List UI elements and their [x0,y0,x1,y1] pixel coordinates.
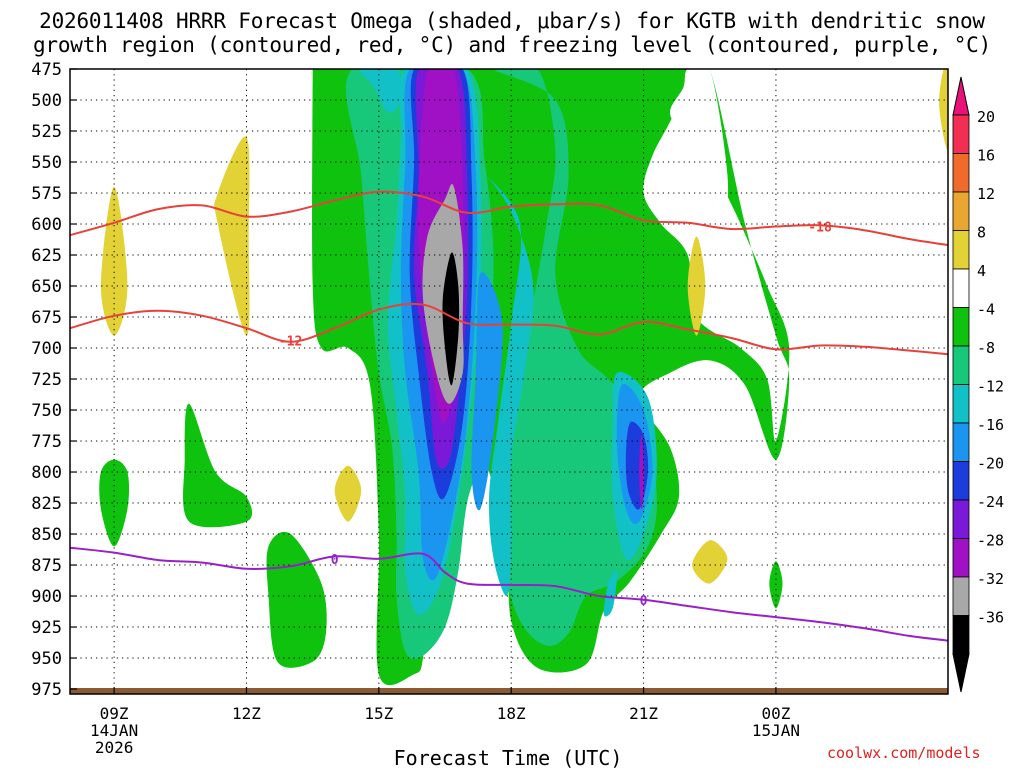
freezing-level-label: 0 [331,553,339,568]
colorbar-label: -12 [977,378,1004,396]
colorbar-swatch [952,191,970,231]
y-tick-label: 600 [31,215,62,235]
omega-region [939,69,948,151]
colorbar-label: 8 [977,224,986,242]
colorbar-swatch [952,538,970,578]
omega-region [266,531,327,668]
colorbar-label: -24 [977,493,1004,511]
y-tick-label: 725 [31,370,62,390]
dgz-contour-label: -18 [808,220,832,235]
chart-title-line-2: growth region (contoured, red, °C) and f… [32,33,992,57]
colorbar-swatch [952,461,970,501]
colorbar-label: -28 [977,532,1004,550]
colorbar-label: 16 [977,147,995,165]
y-tick-label: 525 [31,122,62,142]
colorbar-label: -4 [977,301,995,319]
terrain-strip [70,688,948,694]
dgz-contour-line [70,302,948,356]
colorbar-swatch [952,384,970,424]
contour-lines: -18 -12 0 0 [70,190,948,642]
x-tick-label: 21Z [629,704,658,723]
freezing-level-label: 0 [640,594,648,609]
colorbar-label: 12 [977,185,995,203]
colorbar-label: -8 [977,339,995,357]
colorbar-label: -36 [977,609,1004,627]
colorbar-label: 20 [977,108,995,126]
y-tick-label: 625 [31,246,62,266]
x-tick-label: 00Z [761,704,790,723]
y-tick-label: 500 [31,91,62,111]
omega-region [334,465,362,522]
y-tick-label: 875 [31,556,62,576]
omega-region [639,434,644,510]
x-axis-title: Forecast Time (UTC) [393,746,623,770]
y-tick-label: 775 [31,432,62,452]
terrain-fill [70,688,948,694]
credit-link[interactable]: coolwx.com/models [827,744,981,762]
chart-title-line-1: 2026011408 HRRR Forecast Omega (shaded, … [39,9,985,33]
colorbar: 20 16 12 8 4 -4 -8 -12 -16 -20 -24 -28 -32 -36 [952,76,1004,693]
y-tick-label: 650 [31,277,62,297]
colorbar-label: -32 [977,570,1004,588]
freezing-level-line [70,546,948,642]
x-tick-date: 14JAN [90,721,138,740]
y-tick-label: 475 [31,60,62,80]
y-tick-label: 575 [31,184,62,204]
colorbar-swatch [952,422,970,462]
y-tick-label: 750 [31,401,62,421]
dgz-contour-line [70,190,948,247]
y-tick-label: 925 [31,618,62,638]
dgz-contour-label: -12 [279,335,302,350]
x-tick-date: 15JAN [752,721,800,740]
omega-shading [99,69,948,686]
colorbar-label: -20 [977,455,1004,473]
colorbar-label: -16 [977,416,1004,434]
omega-region [471,272,503,511]
x-tick-year: 2026 [95,738,134,757]
omega-region [183,403,253,528]
colorbar-swatch [952,307,970,347]
colorbar-label: 4 [977,262,986,280]
plot-frame [69,68,949,695]
x-tick-label: 12Z [232,704,261,723]
colorbar-top-triangle [952,76,970,116]
y-tick-label: 550 [31,153,62,173]
colorbar-bottom-triangle [952,653,970,693]
colorbar-swatch [952,499,970,539]
omega-region [603,570,618,617]
colorbar-swatch [952,230,970,270]
y-tick-label: 700 [31,339,62,359]
colorbar-swatch [952,114,970,154]
x-tick-label: 09Z [100,704,129,723]
y-tick-label: 975 [31,680,62,700]
omega-region [692,540,728,584]
omega-region [360,69,402,113]
colorbar-swatch [952,345,970,385]
y-tick-label: 900 [31,587,62,607]
x-tick-label: 18Z [497,704,526,723]
y-tick-label: 950 [31,649,62,669]
colorbar-swatch [952,615,970,655]
omega-region [214,136,250,336]
y-tick-label: 850 [31,525,62,545]
colorbar-swatch [952,576,970,616]
omega-region [670,69,729,226]
colorbar-swatch [952,268,970,308]
y-tick-label: 800 [31,463,62,483]
y-axis: 475 500 525 550 575 600 625 650 675 700 725 750 775 8… [31,60,77,700]
colorbar-swatch [952,153,970,193]
y-tick-label: 675 [31,308,62,328]
x-tick-label: 15Z [364,704,393,723]
y-tick-label: 825 [31,494,62,514]
omega-region [99,459,130,547]
omega-region [687,236,706,336]
omega-region [484,174,534,597]
